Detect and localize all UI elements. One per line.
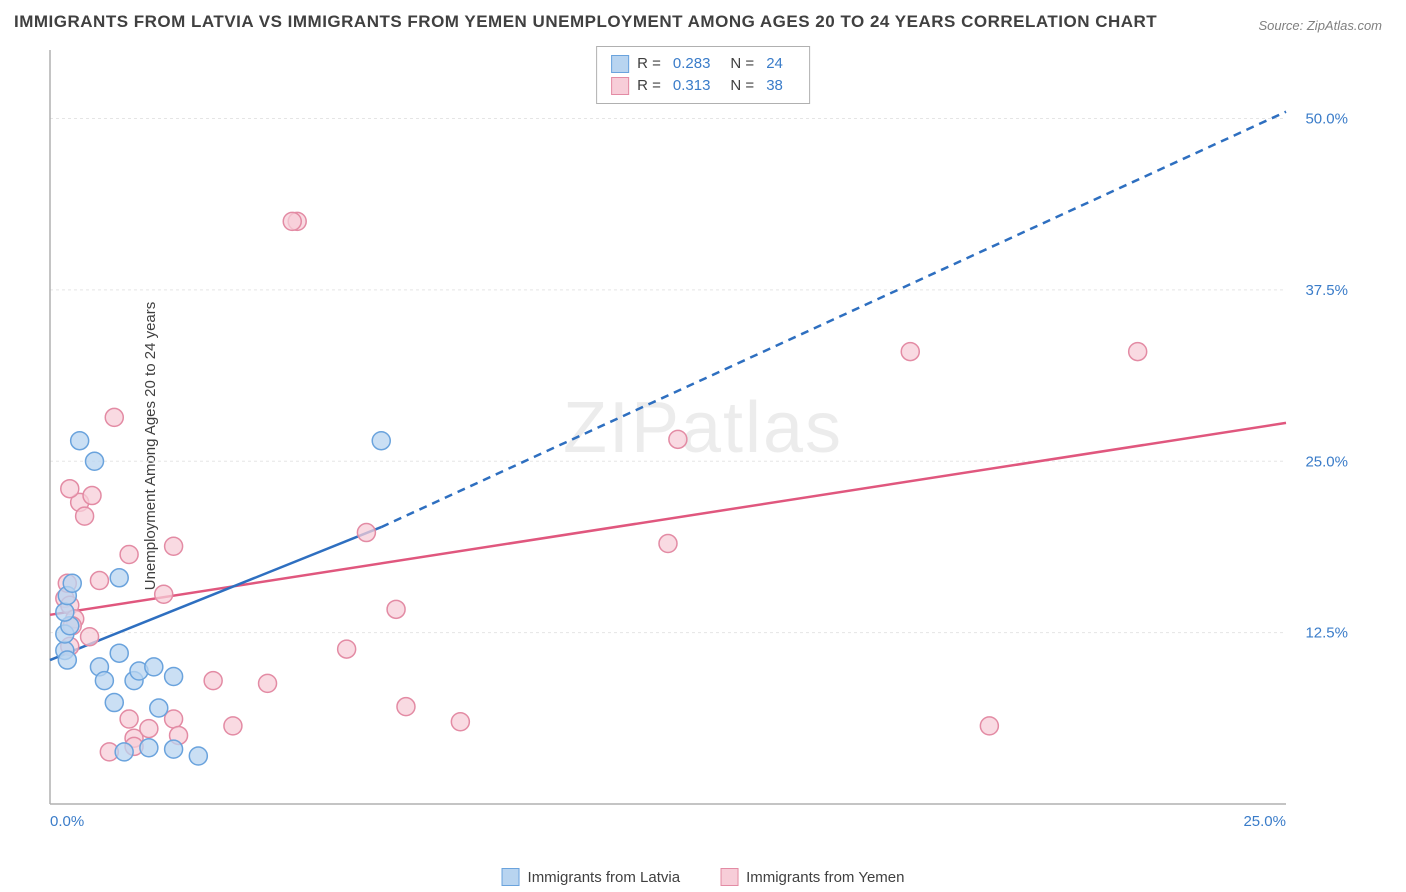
svg-text:0.0%: 0.0%	[50, 813, 84, 830]
source-attribution: Source: ZipAtlas.com	[1258, 18, 1382, 33]
n-label: N =	[730, 53, 754, 75]
swatch-yemen	[611, 77, 629, 95]
swatch-latvia	[611, 55, 629, 73]
scatter-plot: 12.5% 25.0% 37.5% 50.0% 0.0% 25.0%	[46, 44, 1356, 844]
svg-text:25.0%: 25.0%	[1305, 453, 1348, 470]
r-label: R =	[637, 75, 661, 97]
correlation-legend: R = 0.283 N = 24 R = 0.313 N = 38	[596, 46, 810, 104]
n-value-latvia: 24	[766, 53, 783, 75]
svg-text:25.0%: 25.0%	[1243, 813, 1286, 830]
swatch-yemen	[720, 868, 738, 886]
svg-text:12.5%: 12.5%	[1305, 625, 1348, 642]
swatch-latvia	[502, 868, 520, 886]
chart-svg: 12.5% 25.0% 37.5% 50.0% 0.0% 25.0%	[46, 44, 1356, 844]
n-label: N =	[730, 75, 754, 97]
series-legend: Immigrants from Latvia Immigrants from Y…	[502, 868, 905, 886]
r-value-latvia: 0.283	[673, 53, 711, 75]
svg-text:50.0%: 50.0%	[1305, 111, 1348, 128]
svg-text:37.5%: 37.5%	[1305, 282, 1348, 299]
chart-title: IMMIGRANTS FROM LATVIA VS IMMIGRANTS FRO…	[14, 12, 1157, 32]
n-value-yemen: 38	[766, 75, 783, 97]
legend-item-yemen: Immigrants from Yemen	[720, 868, 904, 886]
legend-row-latvia: R = 0.283 N = 24	[611, 53, 795, 75]
legend-label-yemen: Immigrants from Yemen	[746, 869, 904, 886]
r-value-yemen: 0.313	[673, 75, 711, 97]
legend-label-latvia: Immigrants from Latvia	[528, 869, 681, 886]
legend-item-latvia: Immigrants from Latvia	[502, 868, 681, 886]
legend-row-yemen: R = 0.313 N = 38	[611, 75, 795, 97]
r-label: R =	[637, 53, 661, 75]
